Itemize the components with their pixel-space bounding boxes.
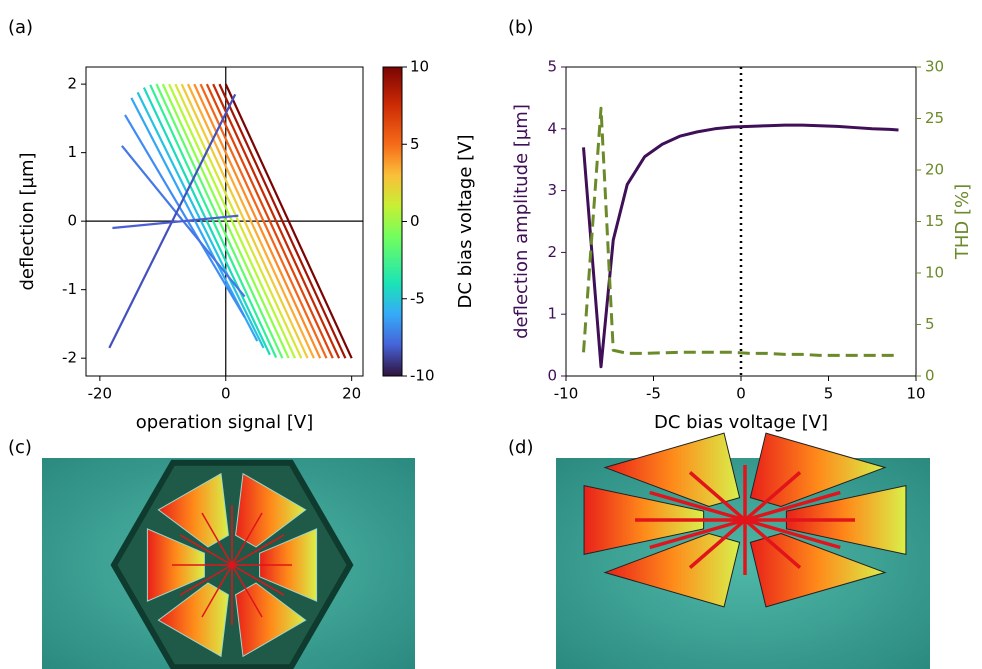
series-line [142, 87, 271, 356]
x-tick-label: 10 [906, 385, 925, 403]
series-line [212, 83, 341, 359]
panel-label: (b) [508, 17, 533, 38]
series-line [161, 83, 290, 359]
panel-label: (d) [508, 437, 533, 458]
series-line [168, 83, 297, 359]
actuator-line [688, 471, 747, 522]
y-tick-label: 0 [547, 367, 557, 385]
y-axis-label: deflection [µm] [17, 152, 38, 290]
series-line [180, 83, 309, 359]
actuator-line [231, 564, 263, 618]
actuator-line [743, 471, 802, 522]
y2-tick-label: 20 [925, 161, 944, 179]
photo-d [583, 432, 907, 608]
series-line [108, 93, 237, 349]
actuator-line [179, 564, 233, 596]
series-line [199, 83, 328, 359]
colorbar-tick-label: 5 [410, 135, 420, 153]
y2-tick-label: 30 [925, 58, 944, 76]
x-tick-label: 0 [736, 385, 746, 403]
colorbar-tick-label: -5 [410, 289, 425, 307]
colorbar-label: DC bias voltage [V] [455, 134, 476, 308]
y-tick-label: 2 [67, 75, 77, 93]
x-tick-label: -5 [646, 385, 661, 403]
series-line [155, 83, 284, 359]
x-tick-label: 0 [221, 385, 231, 403]
series-line [193, 83, 322, 359]
x-tick-label: 5 [824, 385, 834, 403]
series-line [112, 214, 239, 230]
series-line [582, 123, 899, 369]
x-tick-label: -10 [554, 385, 579, 403]
photo-background [556, 458, 930, 669]
actuator-line [744, 518, 841, 550]
actuator-line [231, 534, 285, 566]
series-line [224, 83, 353, 359]
y-tick-label: 1 [547, 305, 557, 323]
actuator-line [649, 490, 746, 522]
series-line [149, 84, 278, 358]
x-tick-label: 20 [342, 385, 361, 403]
y-axis-label: deflection amplitude [µm] [511, 104, 532, 339]
actuator-line [231, 512, 263, 566]
colorbar-tick-label: -10 [410, 367, 435, 385]
panel-label: (a) [8, 17, 33, 38]
y2-tick-label: 15 [925, 212, 944, 230]
y-tick-label: 0 [67, 212, 77, 230]
actuator-line [744, 490, 841, 522]
y2-tick-label: 0 [925, 367, 935, 385]
photo-c [110, 459, 354, 669]
actuator-line [743, 518, 802, 569]
y-tick-label: -1 [62, 280, 77, 298]
actuator-line [231, 564, 285, 596]
panel-label: (c) [8, 437, 32, 458]
actuator-line [201, 564, 233, 618]
y2-tick-label: 5 [925, 315, 935, 333]
colorbar-tick-label: 10 [410, 58, 429, 76]
y-tick-label: -2 [62, 349, 77, 367]
y-tick-label: 2 [547, 243, 557, 261]
series-line [205, 83, 334, 359]
x-axis-label: DC bias voltage [V] [654, 412, 828, 433]
series-line [174, 83, 303, 359]
series-line [582, 106, 899, 357]
y2-tick-label: 25 [925, 109, 944, 127]
series-line [218, 83, 347, 359]
series-line [186, 83, 315, 359]
colorbar [382, 66, 403, 377]
actuator-line [201, 512, 233, 566]
actuator-line [179, 534, 233, 566]
actuator-line [649, 518, 746, 550]
series-line [124, 114, 246, 318]
colorbar-tick-label: 0 [410, 212, 420, 230]
y2-axis-label: THD [%] [952, 184, 973, 260]
y-tick-label: 5 [547, 58, 557, 76]
actuator-line [688, 518, 747, 569]
y-tick-label: 4 [547, 119, 557, 137]
y2-tick-label: 10 [925, 264, 944, 282]
y-tick-label: 1 [67, 143, 77, 161]
x-axis-label: operation signal [V] [136, 412, 313, 433]
y-tick-label: 3 [547, 181, 557, 199]
x-tick-label: -20 [88, 385, 113, 403]
